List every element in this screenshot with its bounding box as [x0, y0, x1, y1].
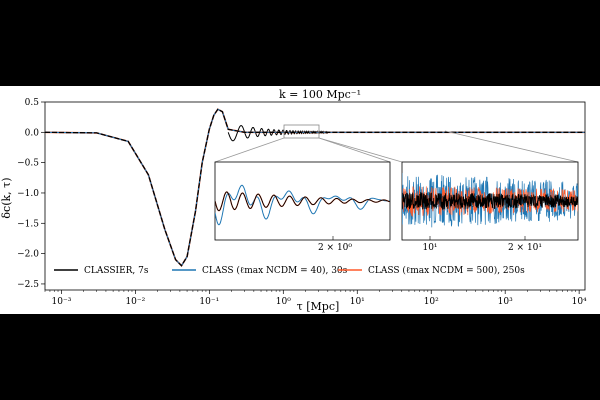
y-tick-label: −1.5	[17, 219, 39, 229]
oscillation-tail	[227, 125, 329, 142]
inset-2-line	[402, 192, 578, 211]
x-tick-label: 10⁻¹	[199, 297, 219, 307]
x-tick-label: 10⁻³	[52, 297, 72, 307]
chart-panel: k = 100 Mpc⁻¹ 10⁻³ 10⁻² 10⁻¹ 10⁰ 10¹ 10² 10³ 10…	[0, 86, 600, 314]
legend: CLASSIER, 7s CLASS (ℓmax NCDM = 40), 30s…	[54, 265, 525, 276]
inset-2-line	[402, 172, 578, 228]
x-tick-label: 10³	[498, 297, 513, 307]
x-tick-label: 10⁰	[276, 297, 291, 307]
inset-1: 2 × 10⁰	[214, 161, 391, 253]
zoom-indicator-box	[283, 124, 320, 139]
y-tick-label: 0.0	[25, 128, 40, 138]
chart-svg: k = 100 Mpc⁻¹ 10⁻³ 10⁻² 10⁻¹ 10⁰ 10¹ 10² 10³ 10…	[0, 88, 587, 313]
zoom-connector-mid	[318, 137, 391, 163]
y-axis-label: δc(k, τ)	[0, 177, 13, 218]
x-tick-label: 10¹	[350, 297, 365, 307]
y-tick-label: −0.5	[17, 159, 39, 169]
inset-2: 10¹ 2 × 10¹	[401, 161, 579, 253]
chart-title: k = 100 Mpc⁻¹	[279, 88, 361, 101]
y-tick-label: −1.0	[17, 189, 39, 199]
plot-frame	[44, 101, 586, 291]
inset-1-tick-label: 2 × 10⁰	[318, 243, 352, 253]
x-axis-label: τ [Mpc]	[297, 300, 340, 313]
x-tick-label: 10⁻²	[125, 297, 145, 307]
inset-1-line	[215, 191, 390, 212]
x-axis: 10⁻³ 10⁻² 10⁻¹ 10⁰ 10¹ 10² 10³ 10⁴	[44, 290, 587, 307]
legend-label-class-500: CLASS (ℓmax NCDM = 500), 250s	[368, 265, 525, 276]
inset-1-line	[215, 184, 390, 226]
zoom-connector-left	[214, 137, 285, 163]
x-tick-label: 10²	[424, 297, 439, 307]
y-tick-label: 0.5	[25, 98, 40, 108]
y-tick-label: −2.5	[17, 280, 39, 290]
legend-label-class-40: CLASS (ℓmax NCDM = 40), 30s	[202, 265, 348, 276]
zoom-connector-mid2	[318, 137, 403, 163]
legend-label-classier: CLASSIER, 7s	[84, 266, 149, 276]
x-tick-label: 10⁴	[572, 297, 587, 307]
y-tick-label: −2.0	[17, 250, 39, 260]
series-classier-line	[44, 108, 585, 267]
inset-2-tick-label-a: 10¹	[422, 243, 437, 253]
tail-wave	[227, 125, 329, 142]
y-axis: 0.5 0.0 −0.5 −1.0 −1.5 −2.0 −2.5	[17, 98, 45, 290]
inset-2-tick-label-b: 2 × 10¹	[508, 243, 542, 253]
zoom-connector-right	[444, 130, 579, 163]
